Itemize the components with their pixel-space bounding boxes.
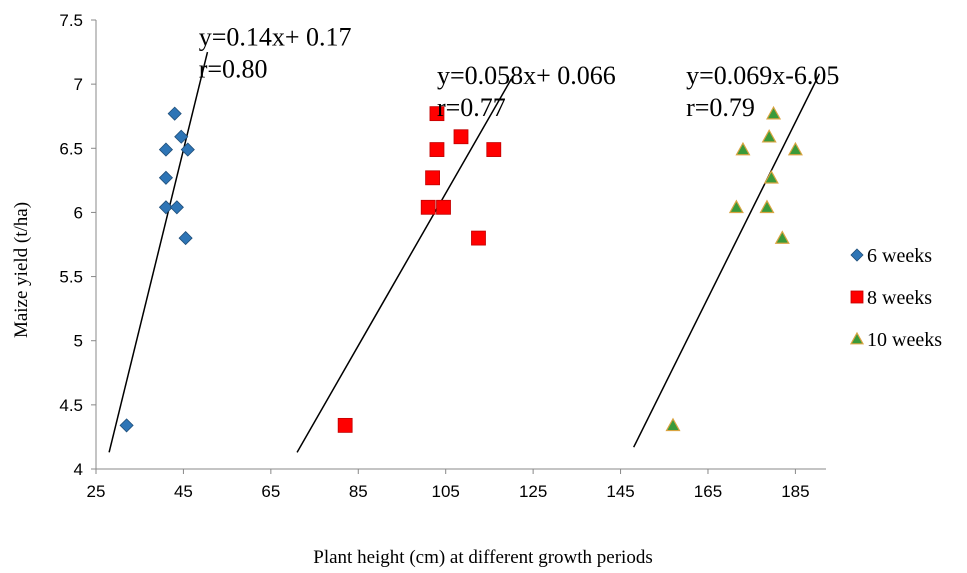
data-point	[774, 230, 790, 244]
x-tick-label: 65	[261, 482, 280, 501]
data-points	[119, 105, 803, 433]
correlation-coefficient: r=0.77	[437, 93, 506, 122]
legend-marker	[850, 248, 864, 262]
x-tick-label: 85	[349, 482, 368, 501]
data-point	[174, 129, 189, 144]
data-point	[665, 417, 681, 432]
data-point	[759, 199, 775, 214]
y-tick-label: 5	[74, 332, 83, 351]
y-tick-label: 5.5	[59, 268, 83, 287]
regression-equation: y=0.058x+ 0.066	[437, 61, 616, 90]
data-point	[429, 106, 445, 122]
x-tick-label: 185	[781, 482, 809, 501]
data-point	[158, 170, 174, 185]
data-point	[425, 170, 440, 186]
axes: 4 4.5 5 5.5 6 6.5 7 7.5 25 45 65 85 105 125 145 165 185	[59, 11, 826, 501]
y-tick-label: 7.5	[59, 11, 83, 30]
x-tick-label: 165	[694, 482, 722, 501]
x-tick-label: 25	[87, 482, 106, 501]
trendline	[108, 51, 209, 453]
x-axis-title: Plant height (cm) at different growth pe…	[313, 547, 652, 568]
correlation-coefficient: r=0.80	[199, 55, 268, 84]
y-tick-label: 7	[74, 75, 83, 94]
legend-marker	[849, 331, 865, 345]
y-tick-label: 6	[74, 203, 83, 222]
y-axis-title: Maize yield (t/ha)	[11, 202, 32, 338]
data-point	[158, 142, 174, 157]
data-point	[429, 142, 445, 157]
legend-label: 8 weeks	[867, 287, 932, 309]
x-tick-label: 145	[606, 482, 634, 501]
regression-equation: y=0.14x+ 0.17	[199, 23, 352, 52]
legend-marker	[850, 290, 864, 304]
legend: 6 weeks 8 weeks 10 weeks	[849, 245, 942, 351]
data-point	[420, 199, 436, 215]
data-point	[471, 230, 486, 246]
data-point	[337, 417, 353, 433]
x-tick-label: 45	[174, 482, 193, 501]
data-point	[735, 141, 751, 156]
x-tick-label: 125	[519, 482, 547, 501]
legend-label: 10 weeks	[867, 329, 942, 351]
data-point	[453, 129, 469, 145]
y-tick-label: 4	[74, 460, 83, 479]
trendlines	[108, 51, 821, 453]
data-point	[787, 141, 803, 156]
regression-annotations: y=0.14x+ 0.17 r=0.80 y=0.058x+ 0.066 r=0.77…	[199, 23, 840, 122]
data-point	[486, 142, 502, 157]
data-point	[158, 200, 174, 215]
legend-label: 6 weeks	[867, 245, 932, 267]
x-tick-label: 105	[432, 482, 460, 501]
data-point	[119, 418, 134, 433]
trendline	[296, 78, 512, 453]
data-point	[178, 231, 193, 246]
data-point	[180, 142, 195, 157]
trendline	[632, 73, 821, 448]
regression-equation: y=0.069x-6.05	[686, 61, 839, 90]
data-point	[763, 170, 779, 184]
y-tick-label: 4.5	[59, 396, 83, 415]
data-point	[436, 199, 451, 215]
correlation-coefficient: r=0.79	[686, 93, 755, 122]
data-point	[167, 106, 182, 121]
data-point	[761, 129, 777, 143]
data-point	[169, 200, 184, 215]
data-point	[766, 105, 782, 120]
y-tick-label: 6.5	[59, 139, 83, 158]
data-point	[728, 199, 744, 214]
